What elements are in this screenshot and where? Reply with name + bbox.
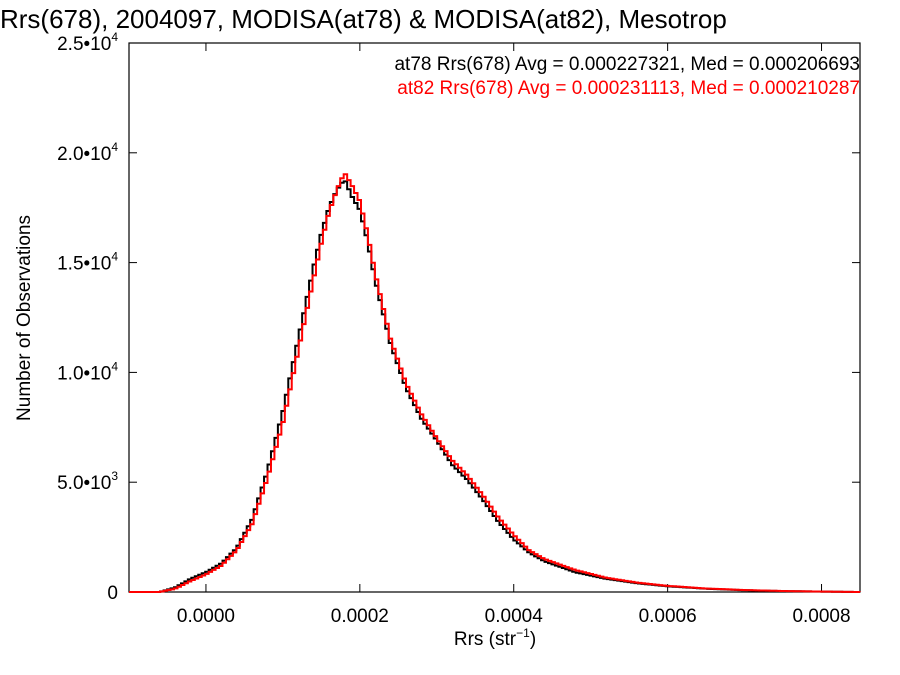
x-axis-label-sup: −1: [516, 626, 530, 640]
y-tick-label: 1.5•104: [57, 250, 118, 275]
y-tick-mantissa: 2.0•10: [57, 144, 111, 165]
x-tick-label: 0.0004: [485, 606, 544, 627]
y-tick-label: 2.5•104: [57, 30, 118, 55]
series-at82: [129, 173, 861, 593]
x-tick-label: 0.0006: [639, 606, 697, 627]
y-tick-label: 5.0•103: [57, 469, 118, 494]
series-at78: [129, 180, 861, 593]
series-group: [129, 173, 861, 593]
legend-entry-at78: at78 Rrs(678) Avg = 0.000227321, Med = 0…: [394, 54, 860, 75]
legend-entry-at82: at82 Rrs(678) Avg = 0.000231113, Med = 0…: [397, 78, 860, 99]
histogram-line: [129, 173, 861, 593]
x-axis-label: Rrs (str−1): [454, 626, 536, 650]
y-tick-mantissa: 1.5•10: [57, 254, 111, 275]
x-tick-label: 0.0002: [331, 606, 389, 627]
y-tick-label: 0: [107, 583, 118, 604]
x-tick-label: 0.0008: [792, 606, 850, 627]
x-axis-label-main: Rrs (str: [454, 629, 517, 650]
chart-title: Rrs(678), 2004097, MODISA(at78) & MODISA…: [0, 4, 727, 34]
y-tick-exponent: 4: [111, 359, 118, 373]
y-tick-label: 2.0•104: [57, 140, 118, 165]
y-tick-mantissa: 1.0•10: [57, 363, 111, 384]
y-tick-mantissa: 5.0•10: [57, 473, 111, 494]
x-axis-label-close: ): [530, 629, 536, 650]
legend: at78 Rrs(678) Avg = 0.000227321, Med = 0…: [394, 54, 860, 99]
y-tick-exponent: 3: [111, 469, 118, 483]
y-tick-mantissa: 2.5•10: [57, 34, 111, 55]
axis-ticks: 0.0000 0.0002 0.0004 0.0006 0.0008 0 5.0•103 1.…: [57, 30, 860, 627]
plot-frame: [128, 42, 861, 593]
y-tick-label: 1.0•104: [57, 359, 118, 384]
y-axis-label: Number of Observations: [14, 215, 35, 421]
x-tick-label: 0.0000: [177, 606, 235, 627]
histogram-line: [129, 180, 861, 593]
y-tick-exponent: 4: [111, 30, 118, 44]
y-tick-exponent: 4: [111, 140, 118, 154]
y-tick-exponent: 4: [111, 250, 118, 264]
y-tick-mantissa: 0: [107, 583, 118, 604]
